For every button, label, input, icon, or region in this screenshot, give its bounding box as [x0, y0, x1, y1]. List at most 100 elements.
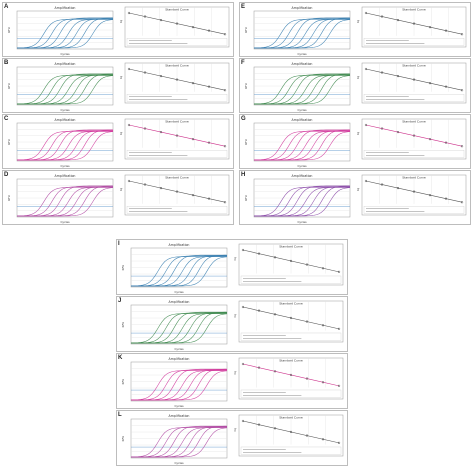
amplification-y-label: RFU [244, 27, 248, 33]
standard-point [241, 248, 245, 252]
standard-point [396, 130, 400, 134]
standard-point [127, 179, 131, 183]
amplification-y-label: RFU [7, 27, 11, 33]
standard-point [380, 71, 384, 74]
panel-letter-I: I [118, 241, 120, 247]
standard-point [289, 259, 293, 263]
amplification-x-label: Cycles [297, 108, 307, 112]
standard-curve-legend-box [363, 38, 465, 46]
standard-curve-y-label: Cq [233, 371, 237, 375]
standard-curve-y-label: Cq [233, 428, 237, 432]
standard-curve-title: Standard Curve [279, 302, 303, 306]
standard-point [207, 141, 211, 144]
standard-curve-title: Standard Curve [402, 8, 426, 12]
standard-curve-legend-box [126, 150, 228, 158]
standard-point [364, 67, 368, 71]
standard-point [289, 430, 293, 434]
standard-point [191, 82, 195, 85]
standard-curve-legend-box [126, 38, 228, 46]
standard-point [207, 85, 211, 88]
amplification-x-label: Cycles [297, 164, 307, 168]
standard-point [396, 18, 400, 22]
amplification-curve [17, 19, 114, 49]
standard-curve-y-label: Cq [356, 187, 360, 191]
amplification-y-label: RFU [7, 195, 11, 201]
amplification-x-label: Cycles [60, 52, 70, 56]
standard-point [175, 78, 179, 81]
amplification-title: Amplification [169, 357, 190, 361]
standard-curve-line [365, 124, 463, 147]
standard-curve-title: Standard Curve [279, 245, 303, 249]
amplification-curve [17, 75, 114, 105]
amplification-y-label: RFU [121, 379, 125, 385]
amplification-x-label: Cycles [174, 461, 184, 465]
amplification-y-label: RFU [7, 83, 11, 89]
standard-curve-legend-box [240, 275, 342, 284]
standard-point [143, 15, 147, 18]
standard-point [305, 320, 309, 323]
standard-curve-y-label: Cq [119, 19, 123, 23]
standard-point [159, 74, 163, 78]
panel-letter-G: G [241, 116, 246, 122]
amplification-curve [131, 256, 228, 287]
standard-point [159, 130, 163, 134]
panel-letter-J: J [118, 298, 122, 304]
standard-point [428, 26, 432, 29]
amplification-title: Amplification [292, 6, 313, 10]
panel-letter-L: L [118, 412, 122, 418]
standard-point [175, 134, 179, 137]
amplification-x-label: Cycles [174, 404, 184, 408]
amplification-title: Amplification [169, 243, 190, 247]
standard-point [191, 138, 195, 141]
amplification-curve [131, 313, 228, 344]
standard-point [364, 123, 368, 127]
standard-curve-legend-box [126, 206, 228, 214]
standard-point [460, 201, 464, 204]
standard-point [444, 141, 448, 144]
standard-curve-line [242, 420, 340, 444]
amplification-x-label: Cycles [297, 220, 307, 224]
standard-point [337, 270, 341, 273]
amplification-curve [254, 187, 351, 217]
standard-point [396, 186, 400, 190]
standard-point [337, 441, 341, 444]
standard-point [143, 183, 147, 186]
standard-point [380, 183, 384, 186]
amplification-y-label: RFU [7, 139, 11, 145]
amplification-curve [17, 131, 114, 161]
standard-point [223, 201, 227, 204]
standard-point [175, 190, 179, 193]
panel-letter-D: D [4, 172, 9, 178]
standard-point [321, 267, 325, 270]
standard-curve-y-label: Cq [233, 257, 237, 261]
amplification-curve [254, 131, 351, 161]
amplification-x-label: Cycles [174, 347, 184, 351]
amplification-y-label: RFU [244, 139, 248, 145]
standard-point [444, 85, 448, 88]
standard-point [337, 327, 341, 330]
standard-curve-line [365, 12, 463, 35]
standard-point [380, 15, 384, 18]
amplification-curve [17, 187, 114, 217]
standard-curve-legend-box [363, 206, 465, 214]
standard-point [460, 145, 464, 148]
panel-letter-E: E [241, 4, 246, 10]
standard-point [241, 362, 245, 366]
amplification-curve [131, 427, 228, 458]
amplification-x-label: Cycles [174, 290, 184, 294]
amplification-title: Amplification [169, 300, 190, 304]
